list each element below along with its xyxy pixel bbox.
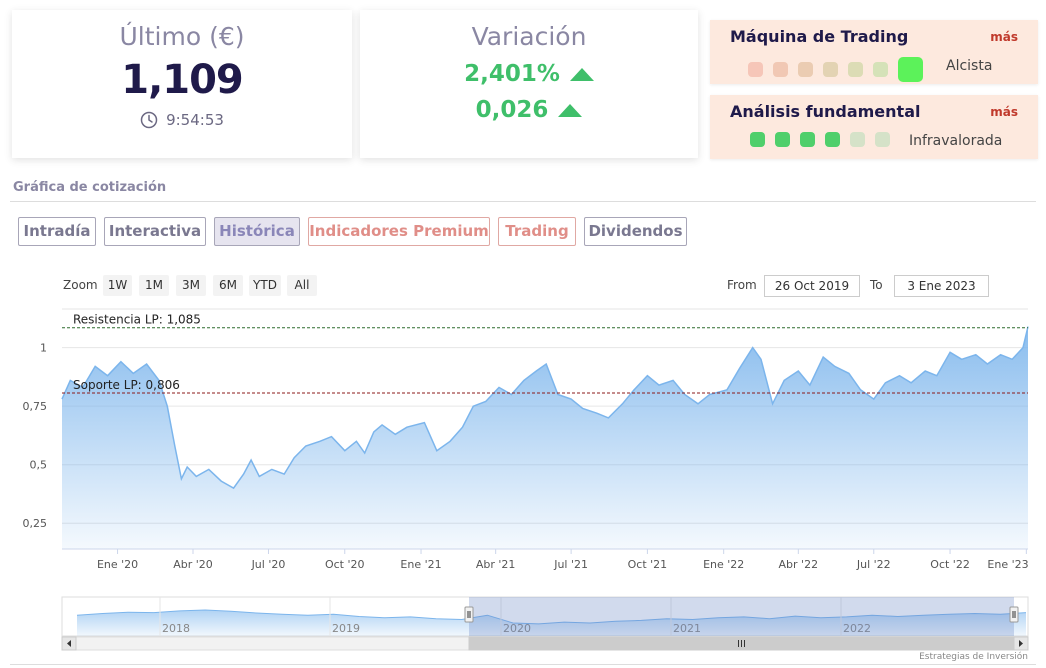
fundamental-rating-dot-4 <box>825 132 840 147</box>
trading-signal-dot-4 <box>823 62 838 77</box>
fundamental-panel: Análisis fundamental más Infravalorada <box>710 95 1038 159</box>
resistance-label: Resistencia LP: 1,085 <box>73 313 201 327</box>
x-tick-label: Jul '21 <box>553 558 588 571</box>
fundamental-more-link[interactable]: más <box>990 105 1018 119</box>
tab-historica[interactable]: Histórica <box>214 217 300 246</box>
price-series <box>61 326 1029 549</box>
trading-signal-dot-6 <box>873 62 888 77</box>
trading-signal-dot-5 <box>848 62 863 77</box>
fundamental-rating-dot-2 <box>775 132 790 147</box>
navigator-left-handle[interactable] <box>464 606 474 623</box>
tab-interactiva[interactable]: Interactiva <box>104 217 206 246</box>
arrow-up-icon <box>558 103 583 117</box>
variation-title: Variación <box>471 22 587 51</box>
zoom-ytd-button[interactable]: YTD <box>249 275 281 296</box>
arrow-up-icon <box>569 67 594 81</box>
x-tick-label: Jul '20 <box>251 558 286 571</box>
zoom-all-button[interactable]: All <box>287 275 317 296</box>
navigator-selection <box>469 597 1014 636</box>
last-price-title: Último (€) <box>119 22 245 51</box>
zoom-1w-button[interactable]: 1W <box>103 275 132 296</box>
x-tick-label: Ene '22 <box>703 558 744 571</box>
fundamental-rating-dot-5 <box>850 132 865 147</box>
to-label: To <box>870 278 883 292</box>
variation-absolute: 0,026 <box>475 97 549 123</box>
last-update-time: 9:54:53 <box>12 111 352 129</box>
navigator-year-label: 2020 <box>503 622 531 635</box>
navigator-year-label: 2019 <box>332 622 360 635</box>
x-tick-label: Ene '20 <box>97 558 138 571</box>
x-tick-label: Oct '20 <box>325 558 365 571</box>
navigator-year-label: 2021 <box>673 622 701 635</box>
from-label: From <box>727 278 757 292</box>
zoom-label: Zoom <box>63 278 98 292</box>
variation-percent-row: 2,401% <box>360 61 698 87</box>
to-date-input[interactable] <box>894 275 989 297</box>
trading-machine-title: Máquina de Trading <box>730 27 909 46</box>
fundamental-rating-indicator <box>750 132 890 147</box>
zoom-1m-button[interactable]: 1M <box>139 275 169 296</box>
trading-machine-more-link[interactable]: más <box>990 30 1018 44</box>
x-tick-label: Oct '21 <box>628 558 668 571</box>
x-tick-label: Ene '21 <box>400 558 441 571</box>
tab-dividendos[interactable]: Dividendos <box>584 217 687 246</box>
navigator-year-label: 2018 <box>162 622 190 635</box>
navigator-year-label: 2022 <box>843 622 871 635</box>
trading-signal-dot-7 <box>898 57 923 82</box>
divider <box>10 201 1036 202</box>
time-value: 9:54:53 <box>166 111 224 129</box>
fundamental-rating-dot-1 <box>750 132 765 147</box>
variation-percent: 2,401% <box>464 61 560 87</box>
trading-signal-dot-1 <box>748 62 763 77</box>
x-axis: Ene '20 Abr '20 Jul '20 Oct '20 Ene '21 Abr '… <box>62 548 1029 571</box>
zoom-3m-button[interactable]: 3M <box>176 275 206 296</box>
divider <box>10 664 1036 665</box>
arrow-left-icon <box>67 640 71 647</box>
trading-signal-dot-3 <box>798 62 813 77</box>
y-tick-label: 1 <box>40 342 47 355</box>
zoom-6m-button[interactable]: 6M <box>213 275 243 296</box>
trading-signal-indicator <box>748 57 923 82</box>
x-tick-label: Abr '22 <box>779 558 819 571</box>
x-tick-label: Abr '20 <box>173 558 213 571</box>
navigator-series-line <box>76 609 1027 625</box>
trading-signal-dot-2 <box>773 62 788 77</box>
section-title: Gráfica de cotización <box>13 180 167 195</box>
x-tick-label: Oct '22 <box>930 558 970 571</box>
y-tick-label: 0,25 <box>23 517 48 530</box>
credits: Estrategias de Inversión <box>919 652 1028 662</box>
y-tick-label: 0,5 <box>30 459 48 472</box>
navigator-right-handle[interactable] <box>1009 606 1019 623</box>
support-resistance-lines: Resistencia LP: 1,085 Soporte LP: 0,806 <box>62 313 1028 394</box>
tab-intradia[interactable]: Intradía <box>18 217 96 246</box>
variation-absolute-row: 0,026 <box>360 97 698 123</box>
fundamental-rating-dot-6 <box>875 132 890 147</box>
x-tick-label: Ene '23 <box>987 558 1028 571</box>
fundamental-status: Infravalorada <box>909 133 1003 149</box>
last-price-card: Último (€) 1,109 9:54:53 <box>12 10 352 158</box>
variation-card: Variación 2,401% 0,026 <box>360 10 698 158</box>
last-price-value: 1,109 <box>121 57 244 103</box>
clock-icon <box>140 111 158 129</box>
x-tick-label: Jul '22 <box>856 558 891 571</box>
x-tick-label: Abr '21 <box>476 558 516 571</box>
tab-indicadores-premium[interactable]: Indicadores Premium <box>308 217 490 246</box>
price-area <box>62 326 1028 549</box>
fundamental-rating-dot-3 <box>800 132 815 147</box>
from-date-input[interactable] <box>764 275 860 297</box>
y-tick-label: 0,75 <box>23 400 48 413</box>
fundamental-title: Análisis fundamental <box>730 102 921 121</box>
navigator[interactable]: 2018 2019 2020 2021 2022 <box>61 596 1029 651</box>
y-axis: 1 0,75 0,5 0,25 <box>23 342 48 531</box>
trading-machine-panel: Máquina de Trading más Alcista <box>710 20 1038 84</box>
support-label: Soporte LP: 0,806 <box>73 378 180 392</box>
tab-trading[interactable]: Trading <box>498 217 576 246</box>
trading-machine-status: Alcista <box>946 58 993 74</box>
arrow-right-icon <box>1019 640 1023 647</box>
